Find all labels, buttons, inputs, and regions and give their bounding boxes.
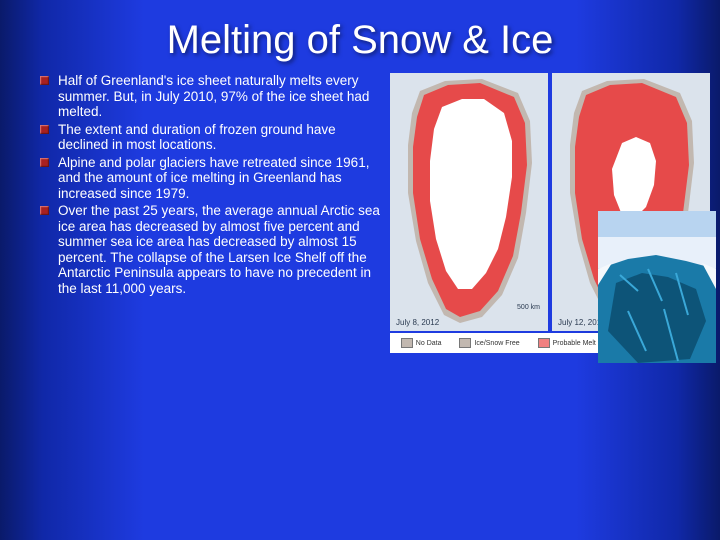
map-scale-label: 500 km (517, 304, 540, 311)
legend-item: Ice/Snow Free (459, 338, 519, 348)
legend-item: No Data (401, 338, 442, 348)
bullet-text: Half of Greenland's ice sheet naturally … (58, 73, 369, 119)
list-item: Half of Greenland's ice sheet naturally … (40, 73, 380, 120)
text-column: Half of Greenland's ice sheet naturally … (40, 73, 380, 353)
map-date-label: July 8, 2012 (396, 318, 439, 327)
page-title: Melting of Snow & Ice (0, 0, 720, 73)
list-item: Alpine and polar glaciers have retreated… (40, 155, 380, 202)
bullet-text: The extent and duration of frozen ground… (58, 122, 336, 153)
body-row: Half of Greenland's ice sheet naturally … (0, 73, 720, 353)
bullet-text: Alpine and polar glaciers have retreated… (58, 155, 369, 201)
greenland-map-left: July 8, 2012 500 km (390, 73, 548, 331)
bullet-list: Half of Greenland's ice sheet naturally … (40, 73, 380, 296)
glacier-photo (598, 211, 716, 363)
photo-sky (598, 211, 716, 237)
legend-label: Probable Melt (553, 340, 596, 347)
legend-label: Ice/Snow Free (474, 340, 519, 347)
bullet-text: Over the past 25 years, the average annu… (58, 203, 380, 296)
legend-swatch (538, 338, 550, 348)
list-item: Over the past 25 years, the average annu… (40, 203, 380, 296)
photo-svg (598, 211, 716, 363)
legend-item: Probable Melt (538, 338, 596, 348)
legend-swatch (401, 338, 413, 348)
slide: Melting of Snow & Ice Half of Greenland'… (0, 0, 720, 540)
legend-label: No Data (416, 340, 442, 347)
image-column: July 8, 2012 500 km July 12, 2012 (390, 73, 710, 353)
map-svg (390, 73, 548, 331)
legend-swatch (459, 338, 471, 348)
list-item: The extent and duration of frozen ground… (40, 122, 380, 153)
